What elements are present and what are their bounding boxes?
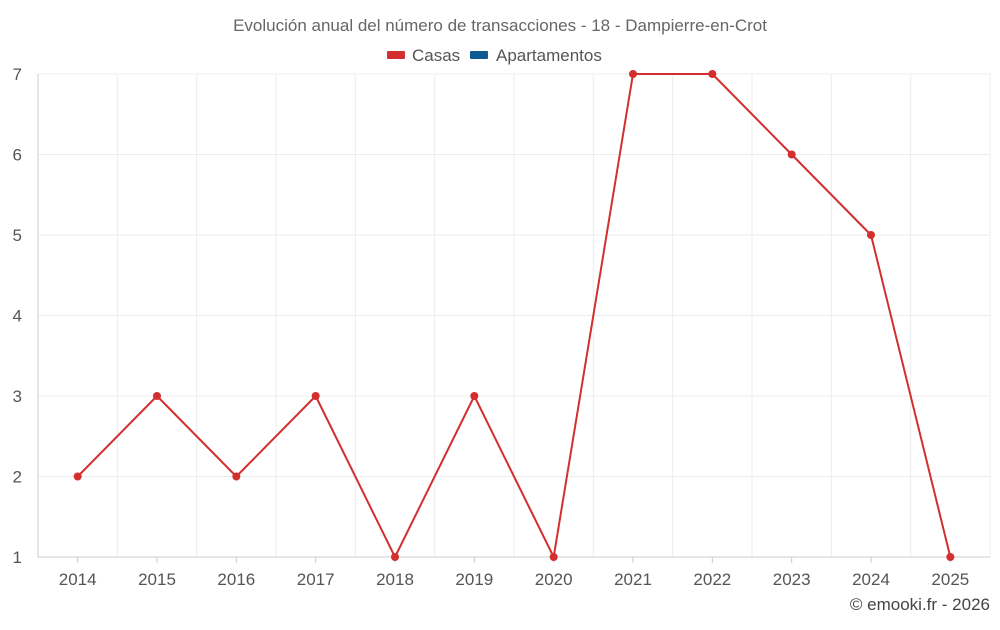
series-line-casas <box>76 73 952 558</box>
data-point-casas <box>470 392 479 400</box>
x-tick-label: 2021 <box>614 570 652 589</box>
chart-title: Evolución anual del número de transaccio… <box>233 16 767 35</box>
data-point-casas <box>708 70 717 78</box>
x-tick-label: 2024 <box>852 570 890 589</box>
x-tick-label: 2016 <box>217 570 255 589</box>
x-tick-label: 2015 <box>138 570 176 589</box>
legend-label-casas: Casas <box>412 46 460 65</box>
data-point-casas <box>153 392 161 400</box>
data-point-casas <box>232 472 241 481</box>
x-tick-label: 2017 <box>297 570 335 589</box>
legend-label-apartamentos: Apartamentos <box>496 46 602 65</box>
x-tick-label: 2019 <box>455 570 493 589</box>
x-tick-label: 2018 <box>376 570 414 589</box>
data-point-casas <box>946 553 955 561</box>
axes: 1 2 3 4 5 6 7 2014 2015 2016 2017 2018 2019 2020 2021 2… <box>13 65 990 589</box>
legend-item-casas[interactable]: Casas <box>387 46 460 65</box>
data-point-casas <box>391 553 399 561</box>
y-tick-label: 5 <box>13 226 22 245</box>
y-tick-label: 7 <box>13 65 22 84</box>
data-point-casas <box>867 231 875 239</box>
y-tick-label: 3 <box>13 387 22 406</box>
series-layer <box>73 70 955 561</box>
legend-swatch-casas <box>387 51 405 59</box>
data-point-casas <box>73 472 82 481</box>
x-tick-label: 2020 <box>535 570 573 589</box>
y-tick-label: 6 <box>13 146 22 165</box>
x-tick-label: 2014 <box>59 570 97 589</box>
legend-item-apartamentos[interactable]: Apartamentos <box>470 46 602 65</box>
y-tick-label: 1 <box>13 548 22 567</box>
data-point-casas <box>311 392 320 400</box>
data-point-casas <box>629 70 637 78</box>
x-tick-label: 2025 <box>931 570 969 589</box>
legend: Casas Apartamentos <box>387 46 602 65</box>
x-tick-label: 2023 <box>773 570 811 589</box>
y-tick-label: 4 <box>13 307 22 326</box>
y-tick-label: 2 <box>13 468 22 487</box>
data-point-casas <box>549 553 558 561</box>
legend-swatch-apartamentos <box>470 51 488 59</box>
credit-text: © emooki.fr - 2026 <box>850 595 990 614</box>
data-point-casas <box>787 150 796 159</box>
grid <box>37 73 991 557</box>
x-tick-label: 2022 <box>693 570 731 589</box>
